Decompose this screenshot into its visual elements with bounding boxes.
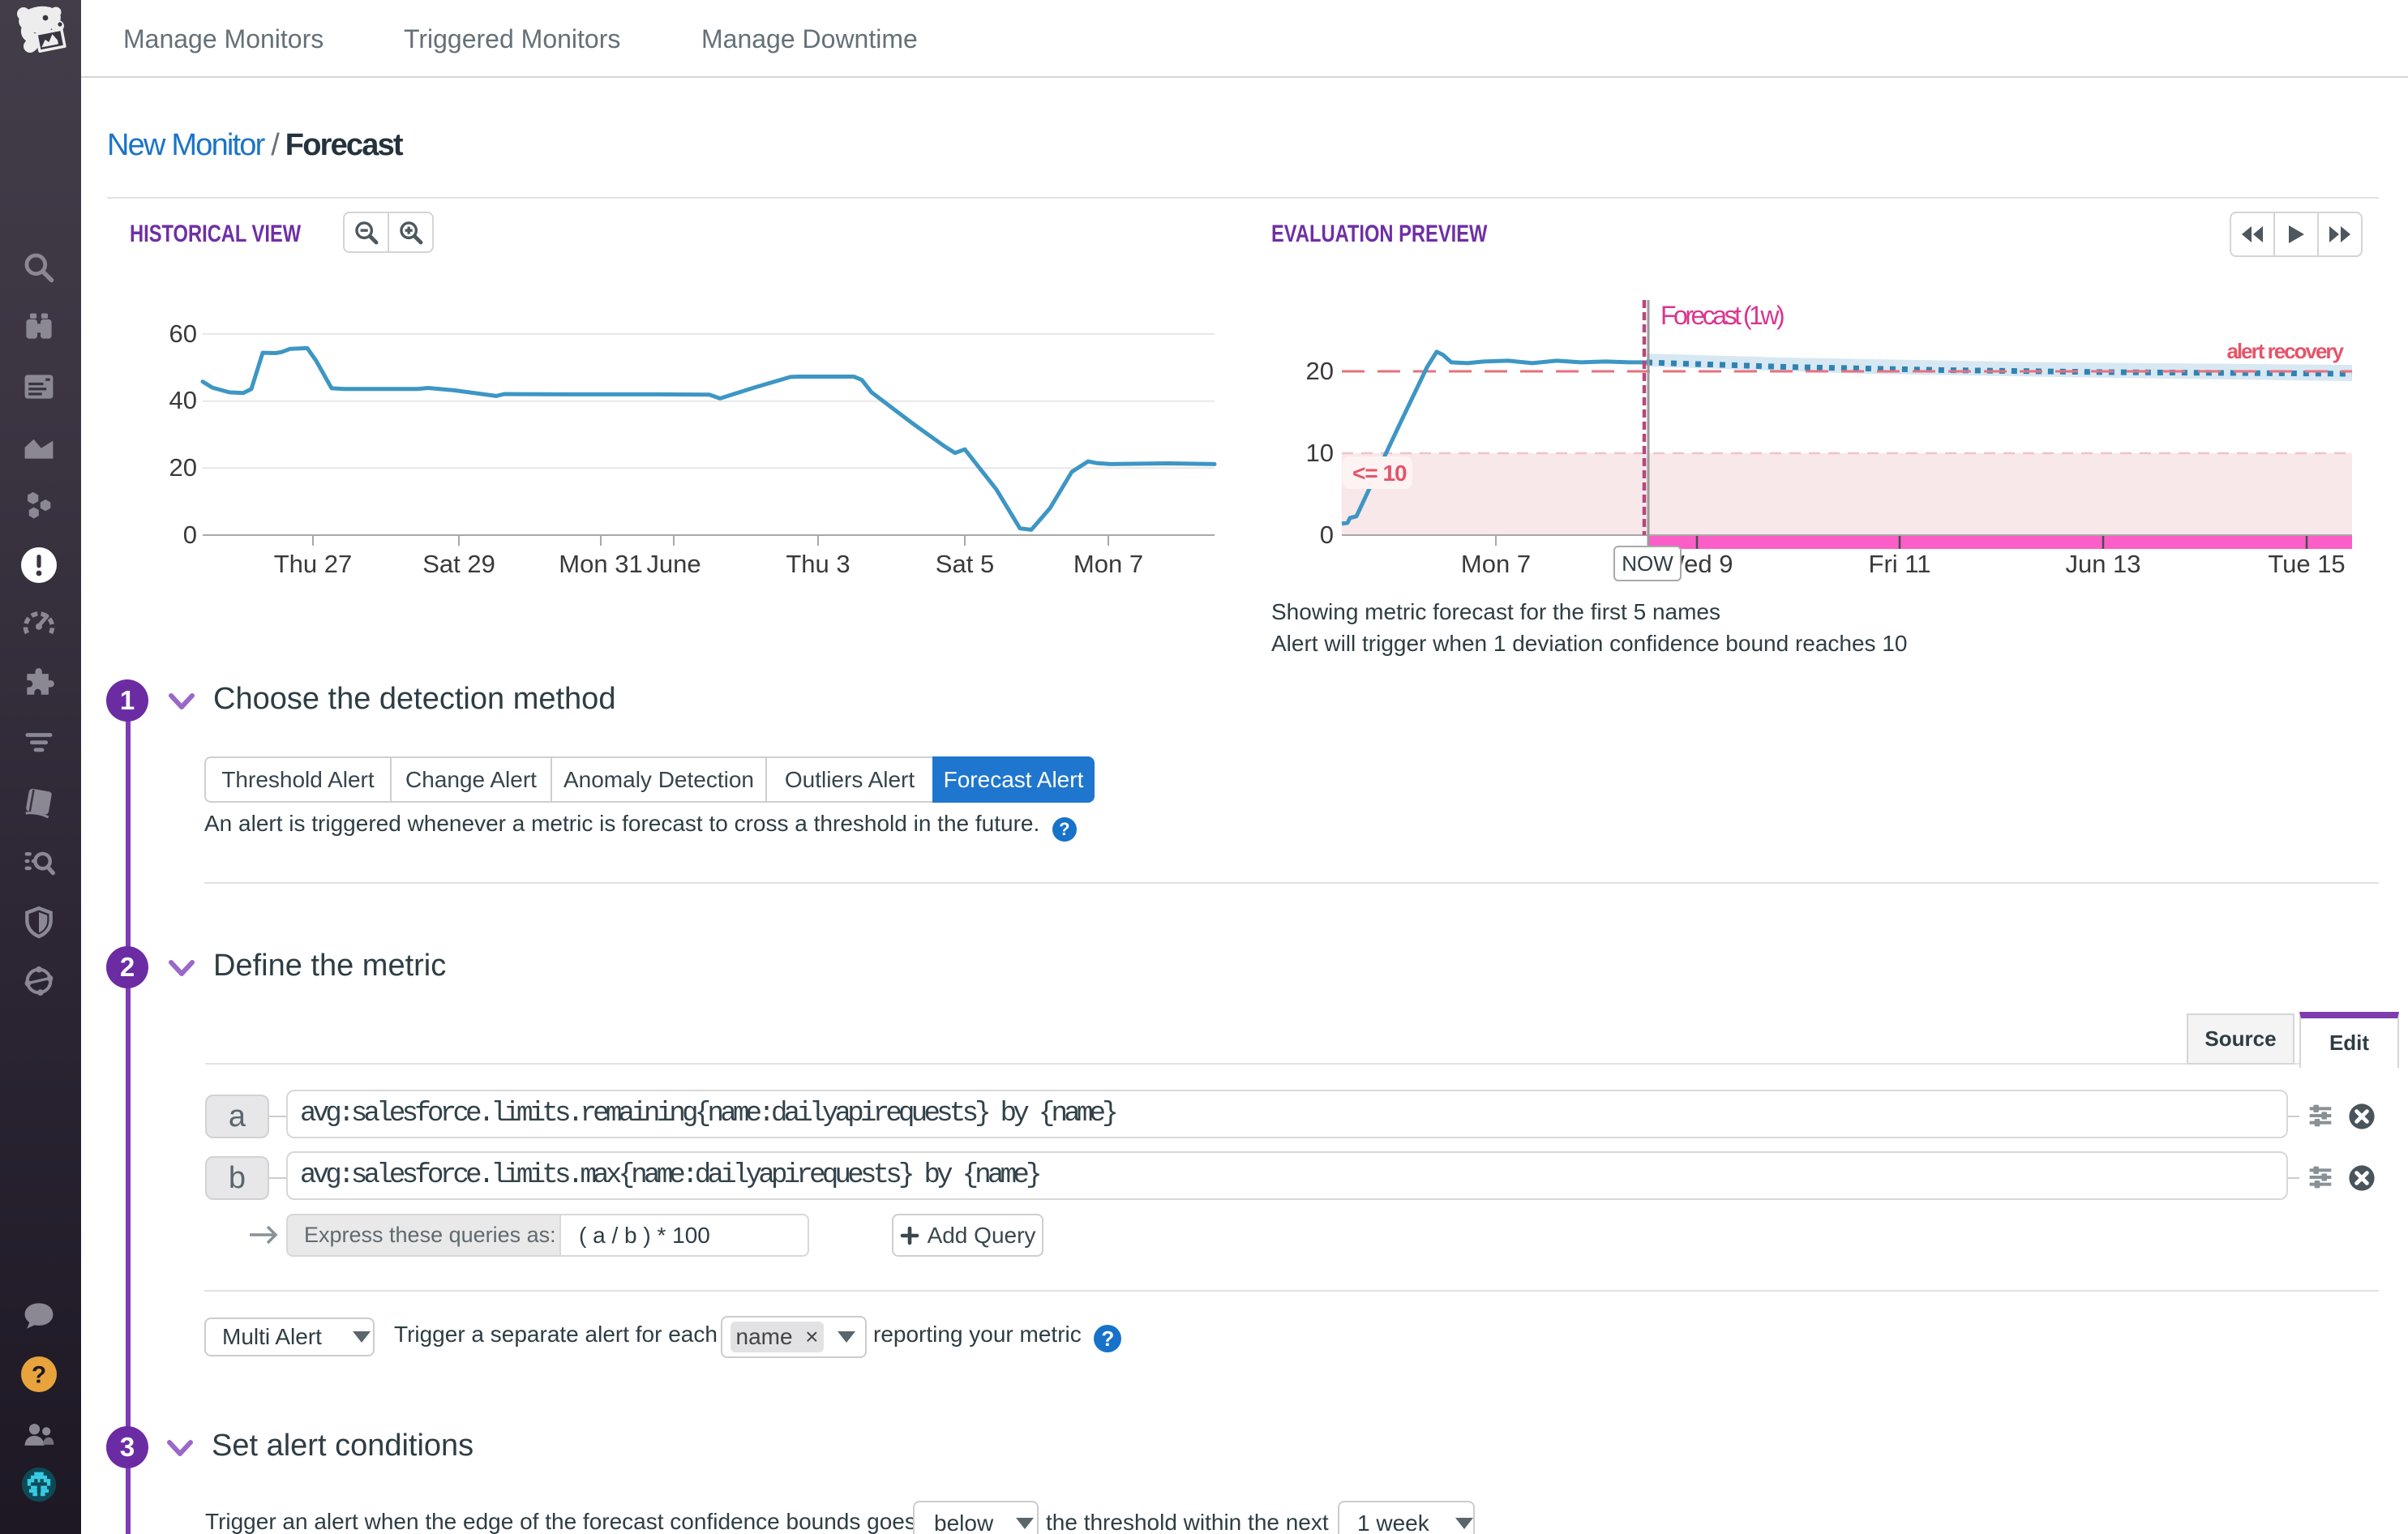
svg-text:Sat 29: Sat 29 xyxy=(422,550,495,578)
svg-text:June: June xyxy=(646,550,701,578)
svg-text:Sat 5: Sat 5 xyxy=(936,550,994,578)
svg-text:<= 10: <= 10 xyxy=(1352,461,1407,486)
svg-text:Tue 15: Tue 15 xyxy=(2268,550,2345,578)
svg-text:40: 40 xyxy=(169,386,197,414)
svg-text:10: 10 xyxy=(1306,439,1334,467)
svg-text:Mon 31: Mon 31 xyxy=(559,550,642,578)
svg-text:Thu 27: Thu 27 xyxy=(274,550,353,578)
svg-text:Forecast (1w): Forecast (1w) xyxy=(1660,301,1784,330)
svg-text:20: 20 xyxy=(1306,357,1334,385)
svg-text:Mon 7: Mon 7 xyxy=(1073,550,1143,578)
svg-text:Mon 7: Mon 7 xyxy=(1461,550,1531,578)
svg-text:60: 60 xyxy=(169,319,197,348)
svg-text:alert recovery: alert recovery xyxy=(2226,339,2344,363)
svg-text:0: 0 xyxy=(1320,521,1334,549)
svg-text:Thu 3: Thu 3 xyxy=(786,550,850,578)
svg-text:Fri 11: Fri 11 xyxy=(1869,550,1931,578)
svg-text:?: ? xyxy=(32,1361,46,1388)
svg-text:20: 20 xyxy=(169,453,197,482)
svg-text:Jun 13: Jun 13 xyxy=(2065,550,2140,578)
svg-text:0: 0 xyxy=(183,521,197,549)
